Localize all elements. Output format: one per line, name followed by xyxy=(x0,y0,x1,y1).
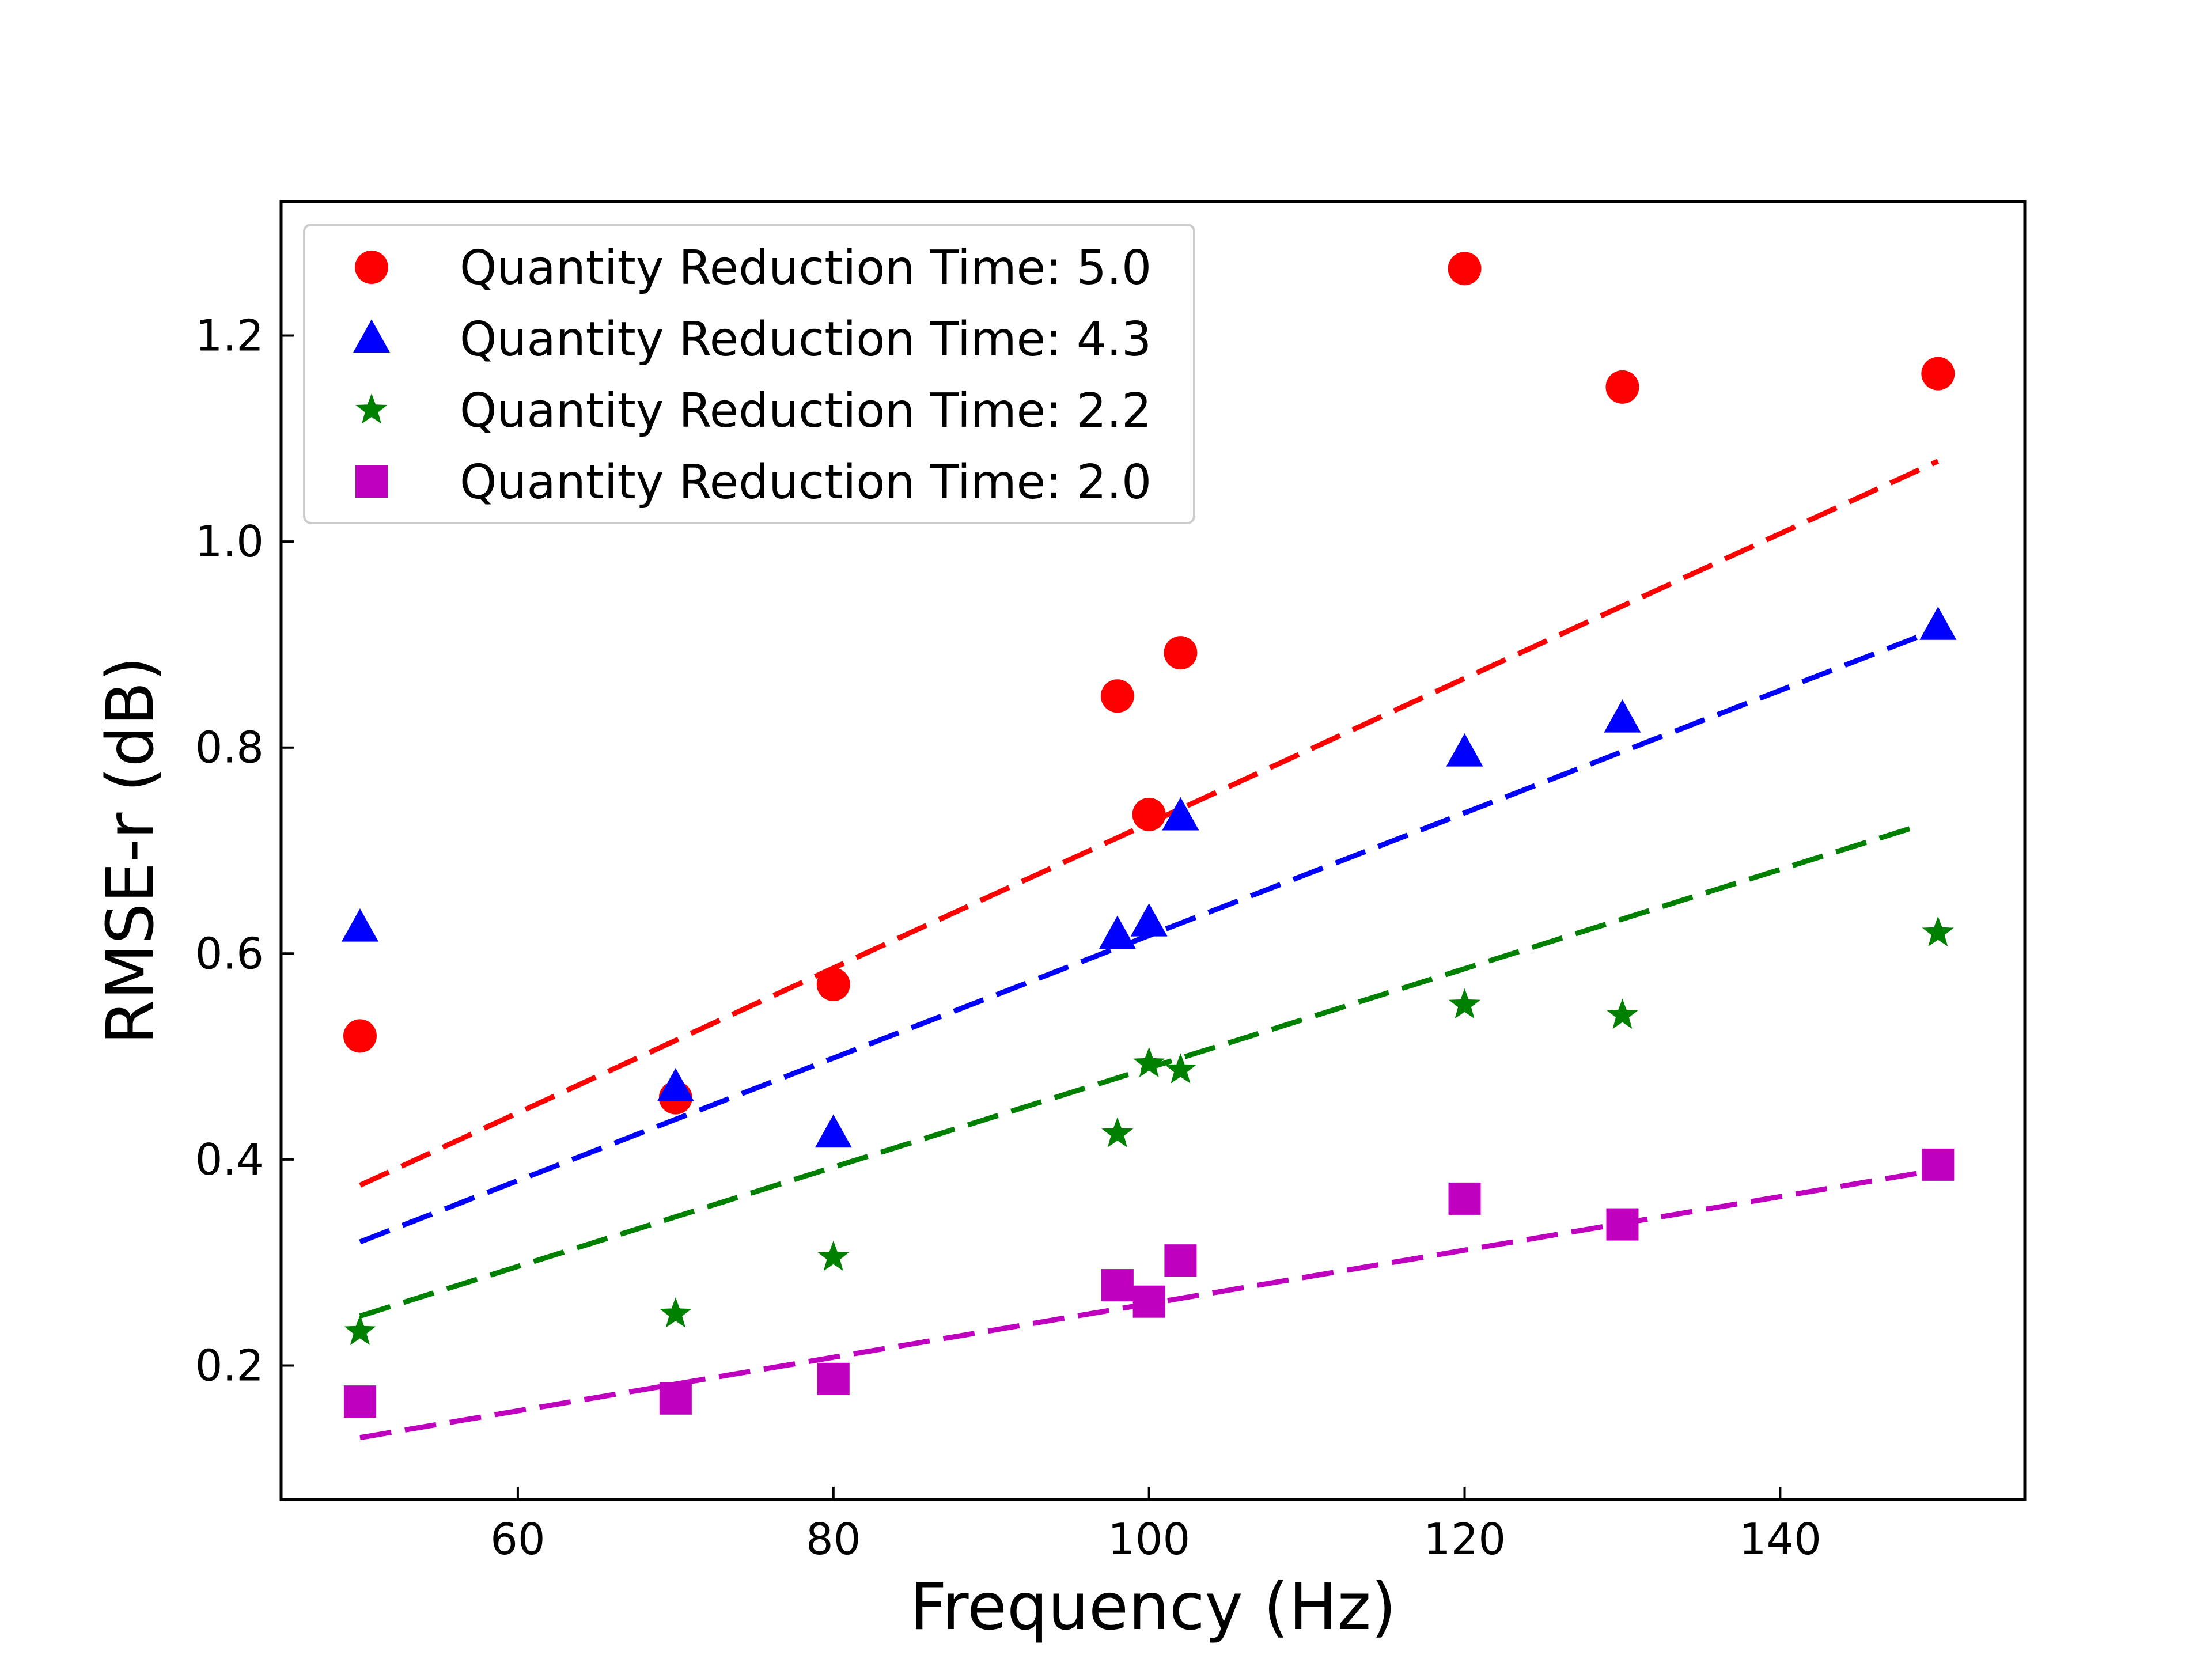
y-tick-label: 1.2 xyxy=(195,310,264,361)
data-point-series-4 xyxy=(343,1385,376,1418)
x-axis-label: Frequency (Hz) xyxy=(910,1570,1396,1645)
data-point-series-3 xyxy=(1448,988,1481,1019)
legend-label: Quantity Reduction Time: 4.3 xyxy=(460,312,1152,367)
data-point-series-4 xyxy=(1132,1285,1165,1318)
y-tick-label: 0.4 xyxy=(195,1134,264,1185)
data-point-series-1 xyxy=(1921,357,1955,391)
x-tick-label: 80 xyxy=(806,1514,861,1565)
x-tick-label: 140 xyxy=(1739,1514,1821,1565)
plot-area xyxy=(341,252,1957,1441)
data-point-series-1 xyxy=(1132,797,1166,831)
data-point-series-2 xyxy=(1099,915,1136,949)
data-point-series-2 xyxy=(657,1068,694,1101)
legend-item: Quantity Reduction Time: 2.2 xyxy=(355,384,1152,438)
data-point-series-3 xyxy=(1606,998,1638,1029)
data-point-series-2 xyxy=(815,1114,852,1148)
x-tick-label: 100 xyxy=(1108,1514,1190,1565)
data-point-series-4 xyxy=(1101,1269,1134,1302)
fit-line-series-3 xyxy=(359,822,1923,1319)
data-point-series-2 xyxy=(341,908,378,942)
data-point-series-1 xyxy=(1605,370,1639,404)
data-point-series-2 xyxy=(1919,607,1957,640)
data-point-series-3 xyxy=(1101,1117,1134,1147)
data-point-series-3 xyxy=(660,1297,692,1328)
y-tick-label: 0.6 xyxy=(195,928,264,979)
data-point-series-2 xyxy=(1604,699,1641,733)
data-point-series-4 xyxy=(1164,1244,1197,1277)
data-point-series-1 xyxy=(343,1019,377,1053)
data-point-series-3 xyxy=(344,1315,376,1345)
y-tick-label: 1.0 xyxy=(195,516,264,567)
legend: Quantity Reduction Time: 5.0 Quantity Red… xyxy=(303,224,1195,524)
data-point-series-3 xyxy=(1164,1053,1196,1084)
legend-item: Quantity Reduction Time: 4.3 xyxy=(353,312,1152,367)
data-point-series-4 xyxy=(1448,1182,1481,1215)
data-point-series-4 xyxy=(1922,1148,1955,1181)
data-point-series-2 xyxy=(1130,903,1168,937)
data-point-series-3 xyxy=(1133,1047,1165,1078)
data-point-series-1 xyxy=(816,967,850,1001)
legend-item: Quantity Reduction Time: 5.0 xyxy=(355,241,1152,296)
data-point-series-4 xyxy=(1606,1208,1639,1241)
data-point-series-4 xyxy=(659,1382,692,1415)
y-axis-label: RMSE-r (dB) xyxy=(93,657,168,1045)
data-point-series-2 xyxy=(1162,797,1199,831)
x-tick-label: 120 xyxy=(1423,1514,1506,1565)
x-tick-label: 60 xyxy=(490,1514,545,1565)
data-point-series-1 xyxy=(1164,636,1198,670)
legend-label: Quantity Reduction Time: 2.0 xyxy=(460,455,1152,510)
legend-label: Quantity Reduction Time: 5.0 xyxy=(460,241,1152,296)
data-point-series-2 xyxy=(1446,733,1483,767)
data-point-series-1 xyxy=(1100,679,1134,713)
data-point-series-3 xyxy=(817,1240,850,1271)
legend-marker-series-2 xyxy=(353,319,390,353)
y-tick-label: 0.8 xyxy=(195,722,264,773)
legend-box xyxy=(303,224,1195,524)
y-tick-label: 0.2 xyxy=(195,1340,264,1391)
data-point-series-3 xyxy=(1922,916,1954,946)
plot-frame xyxy=(279,200,2027,1501)
legend-item: Quantity Reduction Time: 2.0 xyxy=(355,455,1152,510)
data-point-series-1 xyxy=(1448,252,1482,286)
legend-marker-series-4 xyxy=(355,465,388,498)
data-point-series-4 xyxy=(817,1362,850,1395)
legend-label: Quantity Reduction Time: 2.2 xyxy=(460,384,1152,438)
legend-marker-series-1 xyxy=(355,251,388,284)
axis-ticks: 60 80 100 120 140 0.2 0.4 0.6 0.8 1.0 1.2 xyxy=(195,310,1821,1565)
legend-marker-series-3 xyxy=(355,393,388,424)
